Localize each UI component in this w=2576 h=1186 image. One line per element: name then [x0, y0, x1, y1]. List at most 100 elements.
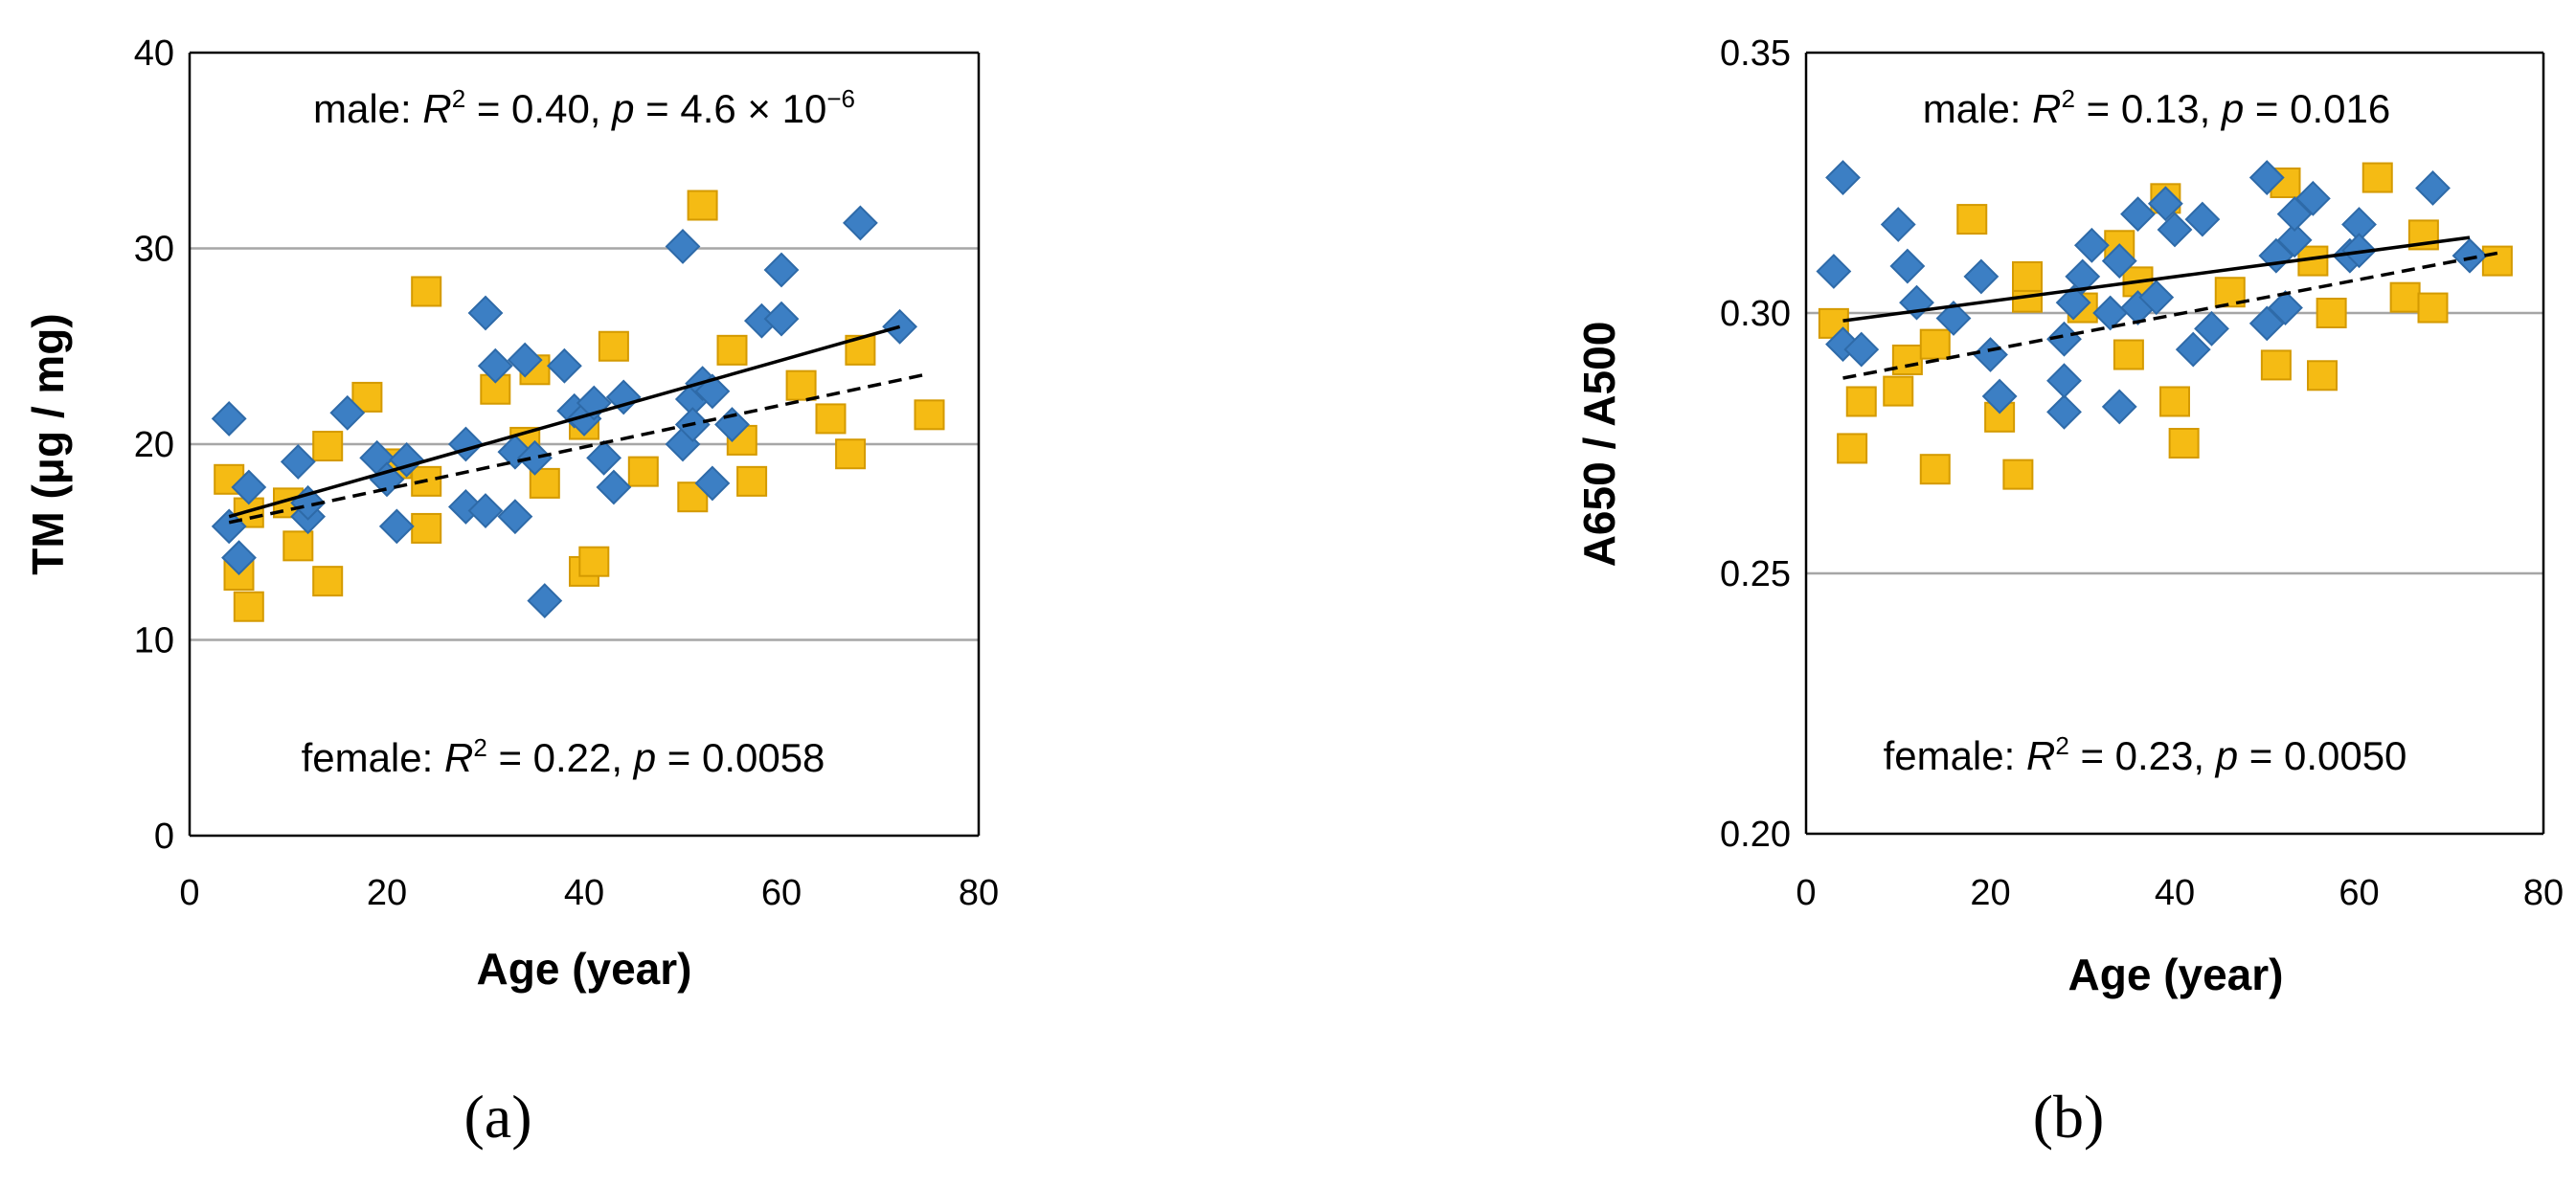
annotation-male-a: male: R2 = 0.40, p = 4.6 × 10−6: [313, 84, 855, 131]
female-point: [351, 381, 383, 413]
male-point: [2073, 227, 2110, 263]
female-point: [2316, 298, 2347, 328]
male-point: [2046, 363, 2082, 399]
male-point: [842, 205, 878, 241]
male-point: [378, 508, 415, 545]
female-point: [815, 403, 847, 435]
x-axis-title-b: Age (year): [2068, 950, 2284, 999]
male-point: [2175, 331, 2211, 368]
y-tick-label: 0.20: [1720, 815, 1791, 855]
female-point: [2012, 260, 2043, 292]
female-point: [914, 399, 945, 431]
male-point: [221, 540, 257, 576]
female-point: [835, 438, 867, 470]
female-point: [2002, 459, 2034, 490]
x-tick-label: 20: [1970, 873, 2010, 913]
male-point: [763, 301, 800, 337]
annotation-male-b: male: R2 = 0.13, p = 0.016: [1923, 84, 2390, 131]
y-tick-label: 0.35: [1720, 34, 1791, 74]
male-point: [2248, 160, 2285, 195]
y-tick-label: 40: [134, 34, 174, 74]
x-tick-label: 0: [179, 873, 199, 913]
x-tick-label: 60: [761, 873, 802, 913]
male-point: [605, 379, 642, 415]
male-trendline: [228, 324, 901, 519]
male-point: [2157, 212, 2193, 248]
male-point: [1843, 331, 1880, 368]
male-point: [497, 499, 533, 535]
series-a: [211, 190, 945, 622]
female-point: [1919, 328, 1951, 360]
female-point: [1845, 386, 1877, 417]
panel-a: 0 10 20 30 40 0 20 40 60 80 male: R2 = 0.40, p =…: [23, 34, 999, 1151]
male-point: [467, 295, 504, 331]
male-point: [1816, 254, 1852, 289]
male-point: [596, 469, 632, 505]
annotation-female-a: female: R2 = 0.22, p = 0.0058: [302, 733, 825, 780]
male-point: [1963, 258, 2000, 295]
female-point: [233, 591, 264, 622]
male-point: [1981, 378, 2018, 414]
female-point: [2307, 360, 2338, 392]
y-axis-title-b: A650 / A500: [1574, 322, 1624, 568]
male-point: [586, 439, 622, 476]
male-point: [527, 583, 563, 619]
female-point: [282, 530, 314, 562]
x-tick-labels-b: 0 20 40 60 80: [1796, 873, 2564, 913]
male-point: [231, 469, 267, 505]
x-tick-label: 0: [1796, 873, 1816, 913]
male-point: [467, 493, 504, 528]
male-point: [2138, 280, 2175, 316]
trendlines-b: [1842, 235, 2498, 380]
female-trendline: [228, 371, 930, 525]
x-tick-label: 80: [959, 873, 999, 913]
male-point: [2248, 305, 2285, 342]
female-point: [1919, 454, 1951, 485]
female-point: [411, 276, 442, 307]
female-point: [312, 566, 344, 597]
female-point: [1984, 401, 2016, 433]
male-point: [1825, 160, 1861, 195]
male-point: [211, 401, 247, 436]
series-b: [1816, 160, 2513, 490]
y-tick-label: 0.30: [1720, 294, 1791, 334]
female-point: [1837, 433, 1868, 464]
trendlines-a: [228, 324, 930, 525]
male-point: [2268, 290, 2303, 325]
female-point: [2417, 292, 2449, 324]
male-point: [2055, 284, 2091, 321]
female-point: [2260, 349, 2292, 381]
female-point: [411, 512, 442, 544]
male-point: [763, 252, 800, 288]
male-point: [1973, 337, 2008, 372]
x-tick-labels-a: 0 20 40 60 80: [179, 873, 999, 913]
male-point: [2194, 310, 2229, 347]
y-tick-label: 10: [134, 621, 174, 661]
male-point: [477, 347, 513, 384]
female-point: [1891, 344, 1923, 375]
female-point: [2481, 245, 2513, 277]
male-point: [2101, 243, 2137, 280]
x-tick-label: 80: [2523, 873, 2564, 913]
male-point: [546, 347, 582, 384]
female-point: [1956, 204, 1988, 235]
panel-label-a: (a): [463, 1083, 531, 1151]
panel-b: 0.20 0.25 0.30 0.35 0 20 40 60 80 male: R2 = 0.…: [1574, 34, 2564, 1151]
male-point: [517, 439, 553, 476]
y-tick-labels-b: 0.20 0.25 0.30 0.35: [1720, 34, 1791, 855]
y-tick-labels-a: 0 10 20 30 40: [134, 34, 174, 857]
x-tick-label: 40: [564, 873, 604, 913]
female-point: [312, 431, 344, 462]
female-point: [2168, 428, 2200, 459]
panel-label-b: (b): [2033, 1083, 2105, 1151]
male-point: [2276, 196, 2313, 233]
x-axis-title-a: Age (year): [477, 944, 692, 994]
female-point: [598, 330, 629, 362]
male-point: [2294, 180, 2331, 216]
male-point: [1889, 248, 1926, 284]
y-tick-label: 0.25: [1720, 554, 1791, 594]
male-trendline: [1842, 235, 2471, 323]
y-tick-label: 20: [134, 425, 174, 465]
female-point: [1883, 375, 1914, 407]
